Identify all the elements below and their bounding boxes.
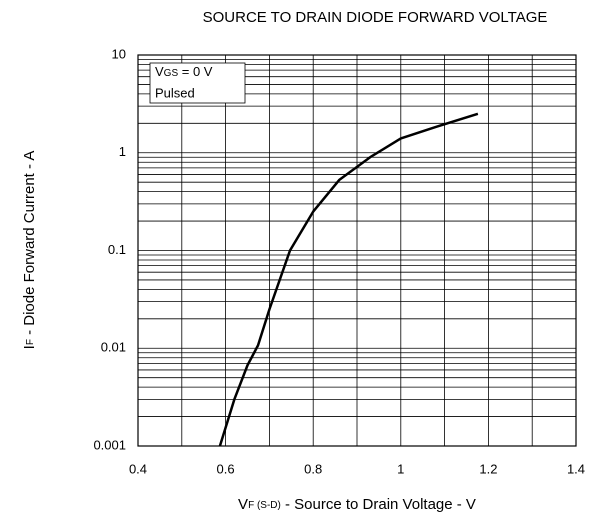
x-tick-label: 1 [397,461,404,476]
y-tick-label: 10 [112,46,126,61]
x-tick-label: 1.2 [479,461,497,476]
plot-frame [137,54,577,447]
annotation-box [149,62,246,104]
y-tick-label: 1 [119,144,126,159]
x-tick-label: 0.4 [129,461,147,476]
x-axis-label: VF (S-D) - Source to Drain Voltage - V [238,496,476,513]
y-axis-label: IF - Diode Forward Current - A [21,151,38,350]
y-tick-label: 0.001 [93,437,126,452]
annotation: VGS = 0 V [155,64,213,79]
y-tick-label: 0.1 [108,242,126,257]
x-tick-label: 0.8 [304,461,322,476]
x-tick-label: 0.6 [217,461,235,476]
data-line [218,112,479,447]
chart-title: SOURCE TO DRAIN DIODE FORWARD VOLTAGE [203,9,548,26]
grid [137,54,577,447]
annotation: Pulsed [155,85,195,100]
y-tick-label: 0.01 [101,340,126,355]
x-tick-label: 1.4 [567,461,585,476]
